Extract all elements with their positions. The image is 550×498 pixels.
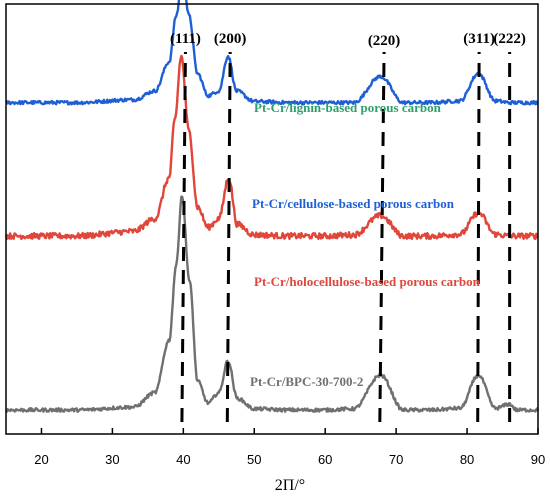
- peak-line: [378, 51, 386, 423]
- x-tick-label: 20: [34, 452, 48, 467]
- series-layer: [4, 0, 540, 413]
- series-line: [5, 0, 539, 106]
- x-tick-label: 30: [105, 452, 119, 467]
- x-tick-label: 80: [460, 452, 474, 467]
- peak-line: [476, 51, 481, 423]
- series-labels: Pt-Cr/lignin-based porous carbon Pt-Cr/ce…: [250, 100, 481, 389]
- x-tick-label: 60: [318, 452, 332, 467]
- peak-reference-lines: [180, 51, 512, 423]
- x-tick-label: 90: [531, 452, 545, 467]
- x-axis-title: 2Π/°: [275, 477, 305, 494]
- x-tick-label: 40: [176, 452, 190, 467]
- series-label: Pt-Cr/lignin-based porous carbon: [254, 100, 442, 115]
- peak-label: (200): [214, 31, 247, 47]
- x-axis-ticks: 20 30 40 50 60 70 80 90: [34, 428, 545, 467]
- peak-label: (111): [170, 31, 201, 47]
- peak-label: (222): [493, 31, 526, 47]
- peak-label: (220): [368, 33, 401, 49]
- peak-labels: (111) (200) (220) (311)(222): [170, 31, 526, 49]
- peak-label: (311): [463, 31, 495, 47]
- series-line: [4, 195, 540, 413]
- peak-line: [225, 51, 232, 423]
- plot-frame: [5, 3, 539, 435]
- series-label: Pt-Cr/BPC-30-700-2: [250, 374, 363, 389]
- peak-line: [180, 51, 187, 423]
- x-tick-label: 70: [389, 452, 403, 467]
- series-label: Pt-Cr/cellulose-based porous carbon: [252, 196, 455, 211]
- x-tick-label: 50: [247, 452, 261, 467]
- series-label: Pt-Cr/holocellulose-based porous carbon: [254, 274, 481, 289]
- series-line: [4, 54, 539, 241]
